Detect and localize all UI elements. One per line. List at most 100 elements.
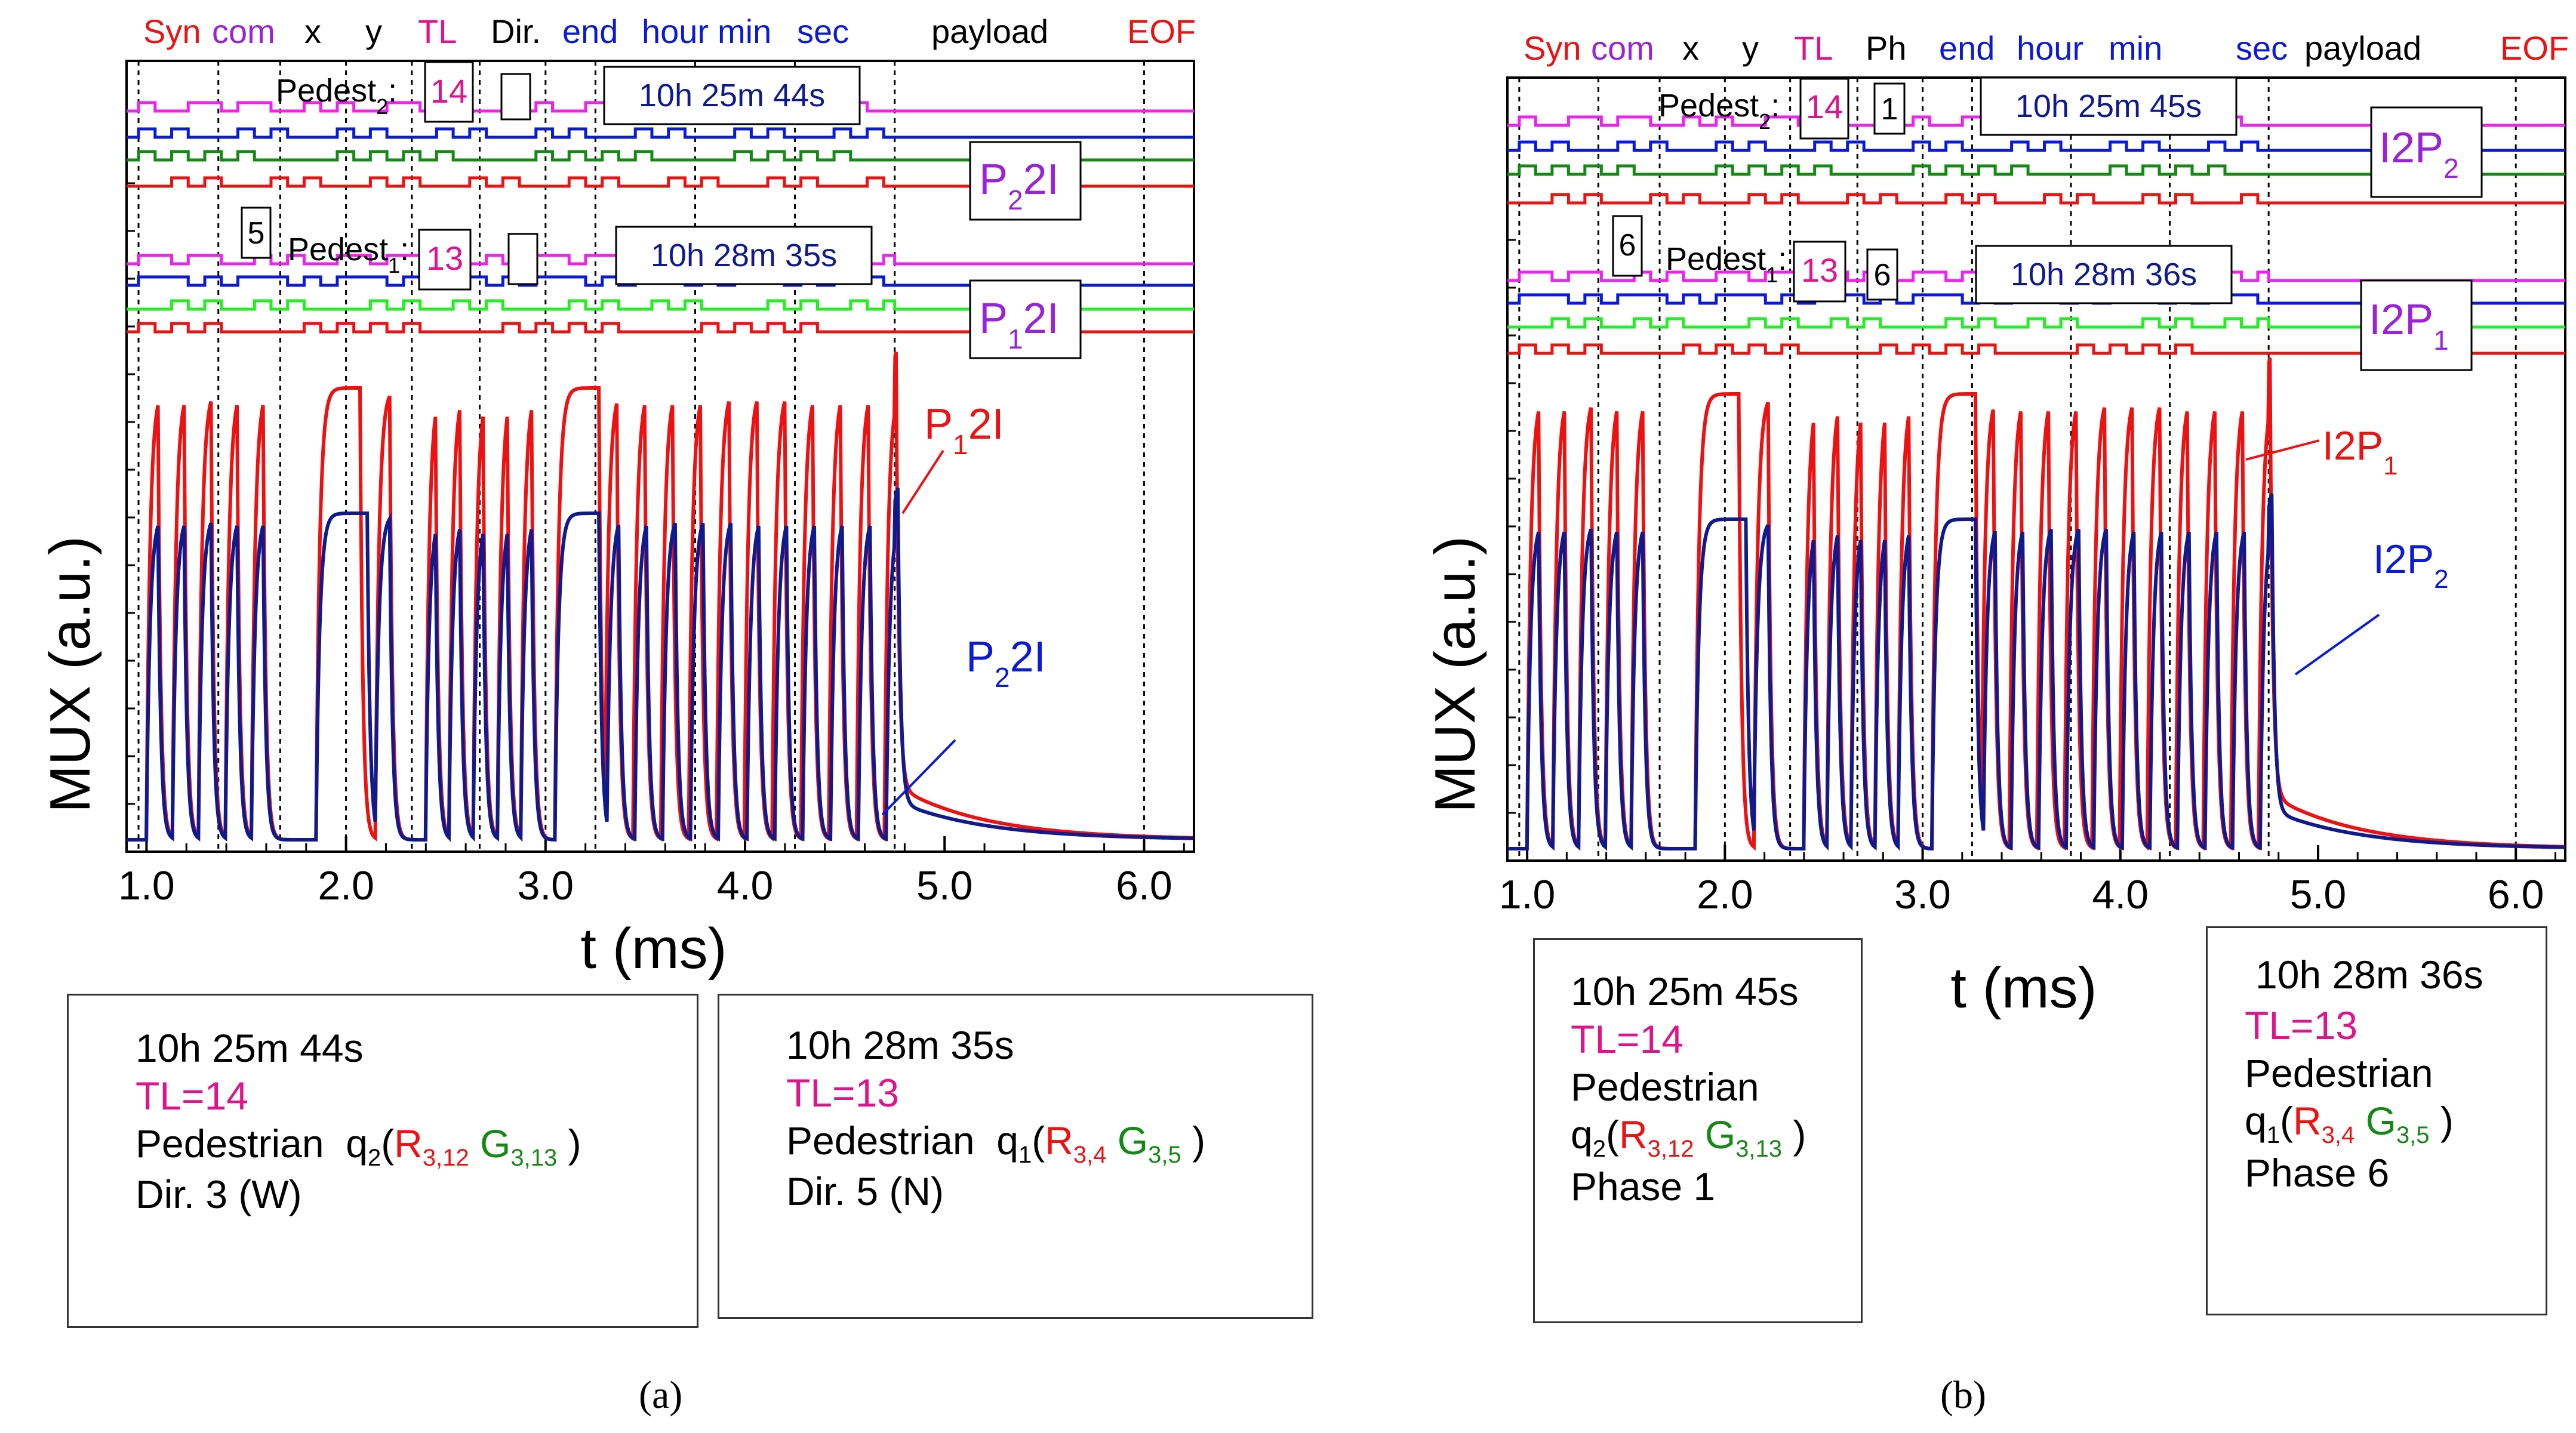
- pedest2-label: Pedest2:: [276, 73, 397, 119]
- header-label-sec: sec: [797, 13, 849, 50]
- ph-value-box-1-b: [1866, 248, 1898, 301]
- pedest1-label: Pedest1:: [288, 232, 409, 278]
- trace-label-i2p1: I2P1: [2369, 296, 2449, 356]
- info-q-sub: 2: [1592, 1136, 1606, 1163]
- header-label-com-b: com: [1591, 29, 1654, 67]
- info-g-sub: 3,5: [2396, 1122, 2430, 1149]
- x-tick-label: 5.0: [916, 863, 973, 908]
- header-label-hour: hour: [642, 13, 709, 50]
- digital-lane-trace: [127, 322, 1194, 334]
- header-label-eof-b: EOF: [2500, 29, 2569, 67]
- x-tick-label: 1.0: [118, 863, 175, 908]
- info-r: R: [2292, 1099, 2322, 1143]
- x-tick-label: 1.0: [1499, 872, 1556, 917]
- x-tick-label: 3.0: [1894, 872, 1951, 917]
- info-pedestrian: Pedestrian: [1571, 1065, 1759, 1109]
- panel-b: 1.0 2.0 3.0 4.0 5.0 6.0 Syn com x y TL Ph end…: [1423, 29, 2569, 1020]
- analog-label-i2p1: I2P1: [2322, 423, 2398, 480]
- header-label-end-b: end: [1939, 29, 1995, 67]
- extra-value-box-1-b: [1612, 215, 1643, 277]
- time-value-2: 10h 25m 44s: [639, 78, 825, 113]
- header-label-syn: Syn: [143, 13, 201, 50]
- info-r: R: [1045, 1118, 1073, 1163]
- info-r-sub: 3,12: [1647, 1136, 1694, 1163]
- panel-b-analog-traces: [1507, 357, 2565, 851]
- digital-lane-trace: [127, 176, 1194, 188]
- panel-b-boundaries: [1518, 78, 2517, 861]
- dir-value-box-2: [500, 73, 531, 121]
- header-label-payload: payload: [931, 13, 1048, 50]
- header-label-tl-b: TL: [1794, 29, 1833, 67]
- header-label-tl: TL: [418, 13, 457, 50]
- analog-trace: [127, 352, 1193, 842]
- info-q: q: [2245, 1099, 2267, 1143]
- info-tl: TL=14: [1571, 1017, 1684, 1061]
- x-tick-label: 3.0: [518, 863, 574, 908]
- time-box-2: [603, 66, 861, 125]
- panel-a-analog-traces: [127, 352, 1193, 842]
- trace-label-box-p12i: [969, 279, 1082, 359]
- header-label-syn-b: Syn: [1524, 29, 1581, 67]
- time-box-1: [615, 226, 873, 285]
- analog-trace: [1507, 357, 2565, 851]
- tl-value-1-b: 13: [1801, 251, 1838, 289]
- trace-label-box-i2p1: [2360, 279, 2473, 371]
- info-q: q: [1571, 1112, 1593, 1157]
- tl-value-box-1-b: [1793, 241, 1846, 303]
- pedest2-label-b: Pedest2:: [1658, 88, 1780, 134]
- info-tl: TL=13: [786, 1071, 899, 1115]
- info-time: 10h 25m 45s: [1571, 969, 1799, 1013]
- info-q-sub: 1: [2266, 1122, 2280, 1149]
- trace-label-i2p2: I2P2: [2379, 124, 2459, 184]
- panel-a-boundaries: [137, 61, 1145, 852]
- header-label-hour-b: hour: [2017, 29, 2083, 67]
- extra-value-box-1: [241, 207, 272, 259]
- info-q-sub: 1: [1018, 1142, 1032, 1169]
- digital-lane-trace: [127, 299, 1194, 311]
- info-q: q: [346, 1121, 368, 1166]
- digital-lane-trace: [127, 127, 1194, 139]
- analog-trace: [127, 487, 1193, 842]
- x-tick-label: 6.0: [2488, 872, 2544, 917]
- info-g: G: [1117, 1118, 1149, 1163]
- tl-value-2-b: 14: [1806, 88, 1843, 125]
- panel-b-ylabel: MUX (a.u.): [1423, 536, 1487, 813]
- analog-arrow-p12i: [901, 449, 944, 514]
- header-label-dir: Dir.: [491, 13, 541, 50]
- digital-lane-trace: [1507, 164, 2565, 176]
- ph-value-box-2-b: [1873, 82, 1906, 135]
- info-g-sub: 3,13: [1735, 1136, 1783, 1163]
- caption-a: (a): [639, 1373, 683, 1417]
- x-tick-label: 2.0: [1697, 872, 1753, 917]
- header-label-end: end: [562, 13, 618, 50]
- x-tick-label: 6.0: [1116, 863, 1172, 908]
- info-time: 10h 28m 35s: [786, 1023, 1014, 1067]
- info-q: q: [996, 1118, 1018, 1163]
- info-extra: Dir. 3 (W): [136, 1172, 302, 1216]
- info-g: G: [480, 1121, 511, 1166]
- info-q-line: q2(R3,12 G3,13 ): [1571, 1112, 1806, 1163]
- digital-lane-trace: [1507, 140, 2565, 152]
- info-q-line: q1(R3,4 G3,5 ): [2245, 1099, 2454, 1149]
- time-value-1-b: 10h 28m 36s: [2011, 257, 2197, 292]
- info-g: G: [1704, 1112, 1736, 1157]
- info-extra: Phase 1: [1571, 1164, 1716, 1209]
- tl-value-2: 14: [430, 72, 467, 110]
- dir-value-box-1: [507, 233, 538, 285]
- digital-lane-trace: [1507, 317, 2565, 329]
- header-label-com: com: [212, 13, 275, 50]
- trace-label-box-p22i: [969, 141, 1082, 221]
- info-g: G: [2365, 1099, 2396, 1143]
- info-g-sub: 3,5: [1148, 1142, 1181, 1169]
- info-r: R: [394, 1121, 423, 1166]
- trace-label-box-i2p2: [2370, 106, 2483, 198]
- panel-a-plot-frame: [125, 60, 1195, 853]
- tl-value-box-1: [418, 229, 472, 291]
- trace-label-p12i: P12I: [979, 295, 1059, 355]
- analog-arrow-p22i: [881, 739, 956, 816]
- panel-a-ylabel: MUX (a.u.): [38, 536, 102, 813]
- header-label-y: y: [365, 13, 382, 50]
- info-r-sub: 3,4: [2321, 1122, 2355, 1149]
- info-ped-word: Pedestrian: [136, 1121, 324, 1166]
